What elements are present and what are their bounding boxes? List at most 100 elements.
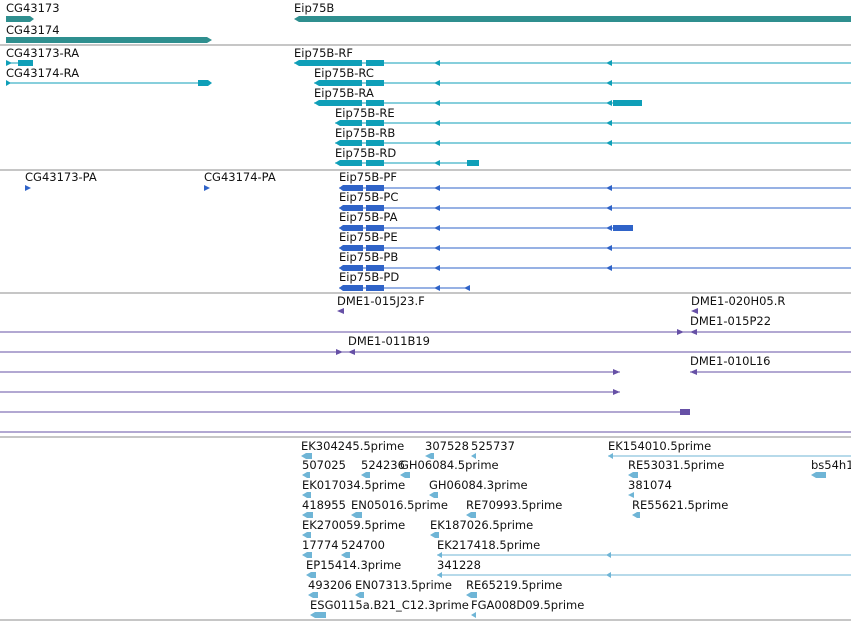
est-label: EK187026.5prime xyxy=(430,518,533,532)
gene-eip75b[interactable] xyxy=(294,16,851,22)
protein-eip75b-pd[interactable] xyxy=(339,285,470,291)
est-label: FGA008D09.5prime xyxy=(471,598,584,612)
est-feature[interactable] xyxy=(811,472,826,478)
est-feature[interactable] xyxy=(302,472,310,478)
clone-label-dme1-010l16: DME1-010L16 xyxy=(690,354,771,368)
est-label: ESG0115a.B21_C12.3prime xyxy=(310,598,469,612)
clone-label-dme1-015p22: DME1-015P22 xyxy=(690,314,771,328)
transcript-eip75b-rf[interactable] xyxy=(294,60,851,66)
protein-eip75b-pf[interactable] xyxy=(339,185,851,191)
est-label: EK270059.5prime xyxy=(302,518,405,532)
est-label: EK217418.5prime xyxy=(437,538,540,552)
gene-label-cg43173: CG43173 xyxy=(6,1,60,15)
transcript-eip75b-rb[interactable] xyxy=(335,140,851,146)
gene-cg43173[interactable] xyxy=(6,16,34,22)
est-label: RE53031.5prime xyxy=(628,458,724,472)
transcript-cg43173-ra[interactable] xyxy=(6,60,33,66)
transcript-eip75b-ra[interactable] xyxy=(314,100,642,106)
est-feature[interactable] xyxy=(351,512,362,518)
clone-dme1-011b19[interactable] xyxy=(0,349,851,355)
transcript-label-eip75b-rb: Eip75B-RB xyxy=(335,126,395,140)
clone-dme1-015j23f[interactable] xyxy=(337,308,344,314)
protein-label-eip75b-pd: Eip75B-PD xyxy=(339,270,399,284)
transcript-cg43174-ra[interactable] xyxy=(6,80,212,86)
transcript-label-cg43173-ra: CG43173-RA xyxy=(6,46,79,60)
protein-track: CG43173-PA CG43174-PA Eip75B-PF Eip75B-P… xyxy=(25,170,851,291)
clone-unlabeled[interactable] xyxy=(0,389,620,395)
protein-cg43173-pa[interactable] xyxy=(25,185,31,191)
transcript-label-eip75b-rd: Eip75B-RD xyxy=(335,146,396,160)
est-feature[interactable] xyxy=(608,453,851,459)
transcript-eip75b-rd[interactable] xyxy=(335,160,479,166)
clone-dme1-010l16[interactable] xyxy=(0,369,851,375)
est-feature[interactable] xyxy=(361,472,370,478)
est-track: EK304245.5prime 307528 525737 EK154010.5… xyxy=(301,439,851,618)
transcript-label-eip75b-rc: Eip75B-RC xyxy=(314,66,374,80)
est-feature[interactable] xyxy=(466,512,476,518)
est-feature[interactable] xyxy=(302,492,311,498)
est-label: GH06084.3prime xyxy=(429,478,528,492)
est-feature[interactable] xyxy=(302,552,312,558)
est-feature[interactable] xyxy=(466,592,477,598)
protein-label-eip75b-pc: Eip75B-PC xyxy=(339,190,398,204)
est-label: EN07313.5prime xyxy=(355,578,452,592)
est-feature[interactable] xyxy=(628,472,638,478)
clone-unlabeled[interactable] xyxy=(0,409,690,415)
est-label: 525737 xyxy=(471,439,515,453)
est-feature[interactable] xyxy=(471,453,476,459)
protein-eip75b-pc[interactable] xyxy=(339,205,851,211)
est-label: RE55621.5prime xyxy=(632,498,728,512)
est-label: 418955 xyxy=(302,498,346,512)
protein-label-cg43173-pa: CG43173-PA xyxy=(25,170,97,184)
clone-label-dme1-011b19: DME1-011B19 xyxy=(348,334,430,348)
transcript-label-cg43174-ra: CG43174-RA xyxy=(6,66,79,80)
clone-label-dme1-015j23f: DME1-015J23.F xyxy=(337,294,425,308)
est-feature[interactable] xyxy=(308,592,318,598)
est-label: RE65219.5prime xyxy=(466,578,562,592)
gene-track: CG43173 CG43174 Eip75B xyxy=(6,1,851,43)
protein-label-eip75b-pb: Eip75B-PB xyxy=(339,250,398,264)
transcript-eip75b-re[interactable] xyxy=(335,120,851,126)
est-feature[interactable] xyxy=(437,552,851,558)
protein-label-eip75b-pe: Eip75B-PE xyxy=(339,230,398,244)
gene-cg43174[interactable] xyxy=(6,37,212,43)
gene-label-eip75b: Eip75B xyxy=(294,1,334,15)
est-label: 524700 xyxy=(341,538,385,552)
est-feature[interactable] xyxy=(471,612,476,618)
est-label: EK017034.5prime xyxy=(302,478,405,492)
est-feature[interactable] xyxy=(341,552,350,558)
est-label: bs54h1 xyxy=(811,458,851,472)
est-label: RE70993.5prime xyxy=(466,498,562,512)
est-feature[interactable] xyxy=(628,492,634,498)
est-label: 307528 xyxy=(425,439,469,453)
est-feature[interactable] xyxy=(306,572,316,578)
transcript-track: CG43173-RA CG43174-RA Eip75B-RF Eip75B-R… xyxy=(6,46,851,166)
est-feature[interactable] xyxy=(302,512,313,518)
est-label: 507025 xyxy=(302,458,346,472)
clone-dme1-020h05r[interactable] xyxy=(691,308,698,314)
est-feature[interactable] xyxy=(425,453,434,459)
est-feature[interactable] xyxy=(310,612,326,618)
est-label: 17774 xyxy=(302,538,339,552)
est-feature[interactable] xyxy=(437,572,851,578)
est-feature[interactable] xyxy=(302,532,311,538)
clone-dme1-015p22[interactable] xyxy=(0,329,851,335)
protein-eip75b-pb[interactable] xyxy=(339,265,851,271)
est-feature[interactable] xyxy=(400,472,410,478)
est-feature[interactable] xyxy=(632,512,640,518)
transcript-label-eip75b-ra: Eip75B-RA xyxy=(314,86,374,100)
est-feature[interactable] xyxy=(429,492,438,498)
transcript-label-eip75b-re: Eip75B-RE xyxy=(335,106,395,120)
est-label: EK304245.5prime xyxy=(301,439,404,453)
protein-eip75b-pe[interactable] xyxy=(339,245,851,251)
est-feature[interactable] xyxy=(430,532,439,538)
est-label: 381074 xyxy=(628,478,672,492)
est-feature[interactable] xyxy=(355,592,364,598)
est-label: 524236 xyxy=(361,458,405,472)
transcript-eip75b-rc[interactable] xyxy=(314,80,851,86)
est-label: 341228 xyxy=(437,558,481,572)
est-feature[interactable] xyxy=(301,453,312,459)
protein-eip75b-pa[interactable] xyxy=(339,225,633,231)
protein-cg43174-pa[interactable] xyxy=(204,185,210,191)
